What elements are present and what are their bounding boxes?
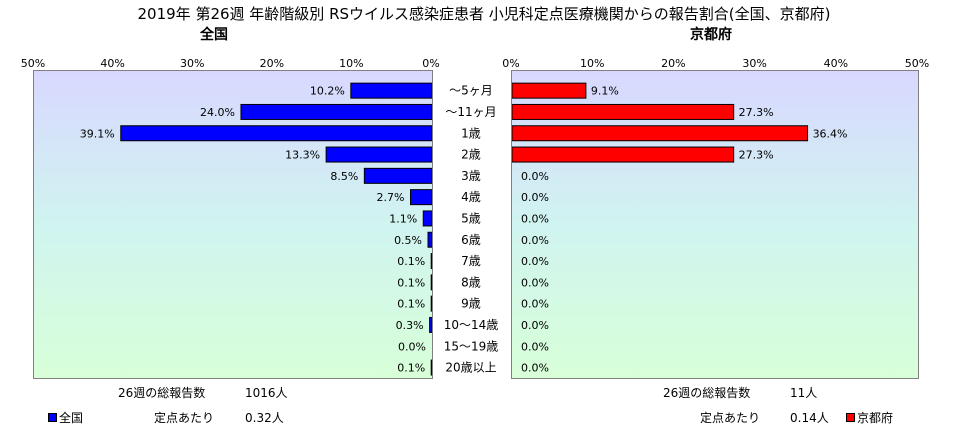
data-label-nation: 0.3%: [396, 319, 424, 332]
bar-nation: [350, 82, 433, 99]
legend-swatch-kyoto: [846, 413, 855, 422]
category-label: 3歳: [461, 169, 481, 183]
left-legend-label: 全国: [59, 411, 84, 425]
category-label: 5歳: [461, 211, 481, 225]
data-label-kyoto: 0.0%: [521, 298, 549, 311]
data-label-nation: 0.1%: [397, 255, 425, 268]
data-label-kyoto: 27.3%: [739, 106, 774, 119]
data-label-nation: 2.7%: [377, 191, 405, 204]
bar-nation: [363, 167, 433, 184]
data-label-kyoto: 0.0%: [521, 319, 549, 332]
right-legend-label: 京都府: [857, 411, 894, 425]
right-tick-label: 50%: [904, 57, 930, 70]
data-label-nation: 10.2%: [310, 85, 345, 98]
bar-nation: [410, 189, 433, 206]
category-label: 20歳以上: [445, 361, 496, 375]
data-label-nation: 0.0%: [398, 340, 426, 353]
data-label-nation: 0.1%: [397, 276, 425, 289]
data-label-nation: 1.1%: [389, 212, 417, 225]
data-label-nation: 8.5%: [330, 170, 358, 183]
chart-title: 2019年 第26週 年齢階級別 RSウイルス感染症患者 小児科定点医療機関から…: [137, 5, 831, 23]
data-label-kyoto: 0.0%: [521, 255, 549, 268]
left-tick-label: 20%: [259, 57, 285, 70]
right-legend: 京都府: [846, 409, 893, 426]
left-tick-label: 50%: [20, 57, 46, 70]
right-tick-label: 40%: [823, 57, 849, 70]
data-label-nation: 0.1%: [397, 298, 425, 311]
data-label-kyoto: 9.1%: [591, 85, 619, 98]
left-per-label: 定点あたり: [154, 411, 215, 425]
right-total-value: 11人: [790, 386, 818, 400]
category-label: 2歳: [461, 148, 481, 162]
data-label-kyoto: 0.0%: [521, 212, 549, 225]
left-tick-label: 30%: [179, 57, 205, 70]
category-label: 15～19歳: [444, 339, 499, 353]
category-label: 10～14歳: [444, 318, 499, 332]
left-total-value: 1016人: [245, 386, 288, 400]
bar-nation: [325, 146, 433, 163]
category-label: 7歳: [461, 254, 481, 268]
right-bar-chart: 9.1% 27.3% 36.4% 27.3% 0.0% 0.0% 0.0% 0.0% 0.0% 0…: [511, 82, 848, 375]
data-label-nation: 0.5%: [394, 234, 422, 247]
left-bar-chart: 10.2% 24.0% 39.1% 13.3% 8.5% 2.7% 1.1% 0.5% 0.1%…: [80, 82, 433, 376]
right-tick-label: 10%: [579, 57, 605, 70]
right-tick-label: 20%: [661, 57, 686, 70]
category-label: 8歳: [461, 275, 481, 289]
right-panel-subtitle: 京都府: [690, 27, 732, 43]
right-tick-label: 0%: [502, 57, 520, 70]
category-label: 9歳: [461, 297, 481, 311]
data-label-kyoto: 0.0%: [521, 170, 549, 183]
data-label-kyoto: 0.0%: [521, 234, 549, 247]
left-panel-subtitle: 全国: [200, 27, 228, 43]
right-plot-area: 9.1% 27.3% 36.4% 27.3% 0.0% 0.0% 0.0% 0.0% 0.0% 0…: [511, 70, 919, 425]
category-label: 6歳: [461, 233, 481, 247]
right-per-value: 0.14人: [790, 411, 829, 425]
right-tick-label: 30%: [742, 57, 767, 70]
left-plot-area: 10.2% 24.0% 39.1% 13.3% 8.5% 2.7% 1.1% 0.5% 0.1%…: [33, 70, 433, 425]
left-tick-label: 10%: [339, 57, 364, 70]
bar-kyoto: [511, 125, 809, 142]
bar-kyoto: [511, 146, 735, 163]
data-label-nation: 24.0%: [200, 106, 235, 119]
data-label-kyoto: 27.3%: [739, 149, 774, 162]
legend-swatch-nation: [48, 413, 57, 422]
category-labels: ～5ヶ月 ～11ヶ月 1歳 2歳 3歳 4歳 5歳 6歳 7歳 8歳 9歳 10～14歳 15～19歳 2…: [444, 84, 499, 375]
category-label: 1歳: [461, 126, 481, 140]
left-total-label: 26週の総報告数: [118, 386, 206, 400]
bar-nation: [120, 125, 433, 142]
left-per-value: 0.32人: [245, 411, 284, 425]
bar-nation: [240, 103, 433, 120]
data-label-kyoto: 36.4%: [813, 127, 848, 140]
left-legend: 全国: [48, 409, 83, 426]
left-tick-label: 40%: [100, 57, 125, 70]
data-label-nation: 13.3%: [285, 149, 320, 162]
data-label-kyoto: 0.0%: [521, 362, 549, 375]
data-label-kyoto: 0.0%: [521, 340, 549, 353]
right-per-label: 定点あたり: [700, 411, 761, 425]
left-tick-label: 0%: [422, 57, 440, 70]
bar-kyoto: [511, 103, 735, 120]
data-label-kyoto: 0.0%: [521, 191, 549, 204]
category-label: ～11ヶ月: [445, 105, 496, 119]
category-label: ～5ヶ月: [449, 84, 493, 98]
category-label: 4歳: [461, 190, 481, 204]
bar-kyoto: [511, 82, 587, 99]
data-label-kyoto: 0.0%: [521, 276, 549, 289]
data-label-nation: 0.1%: [397, 362, 425, 375]
data-label-nation: 39.1%: [80, 127, 115, 140]
right-total-label: 26週の総報告数: [663, 386, 751, 400]
